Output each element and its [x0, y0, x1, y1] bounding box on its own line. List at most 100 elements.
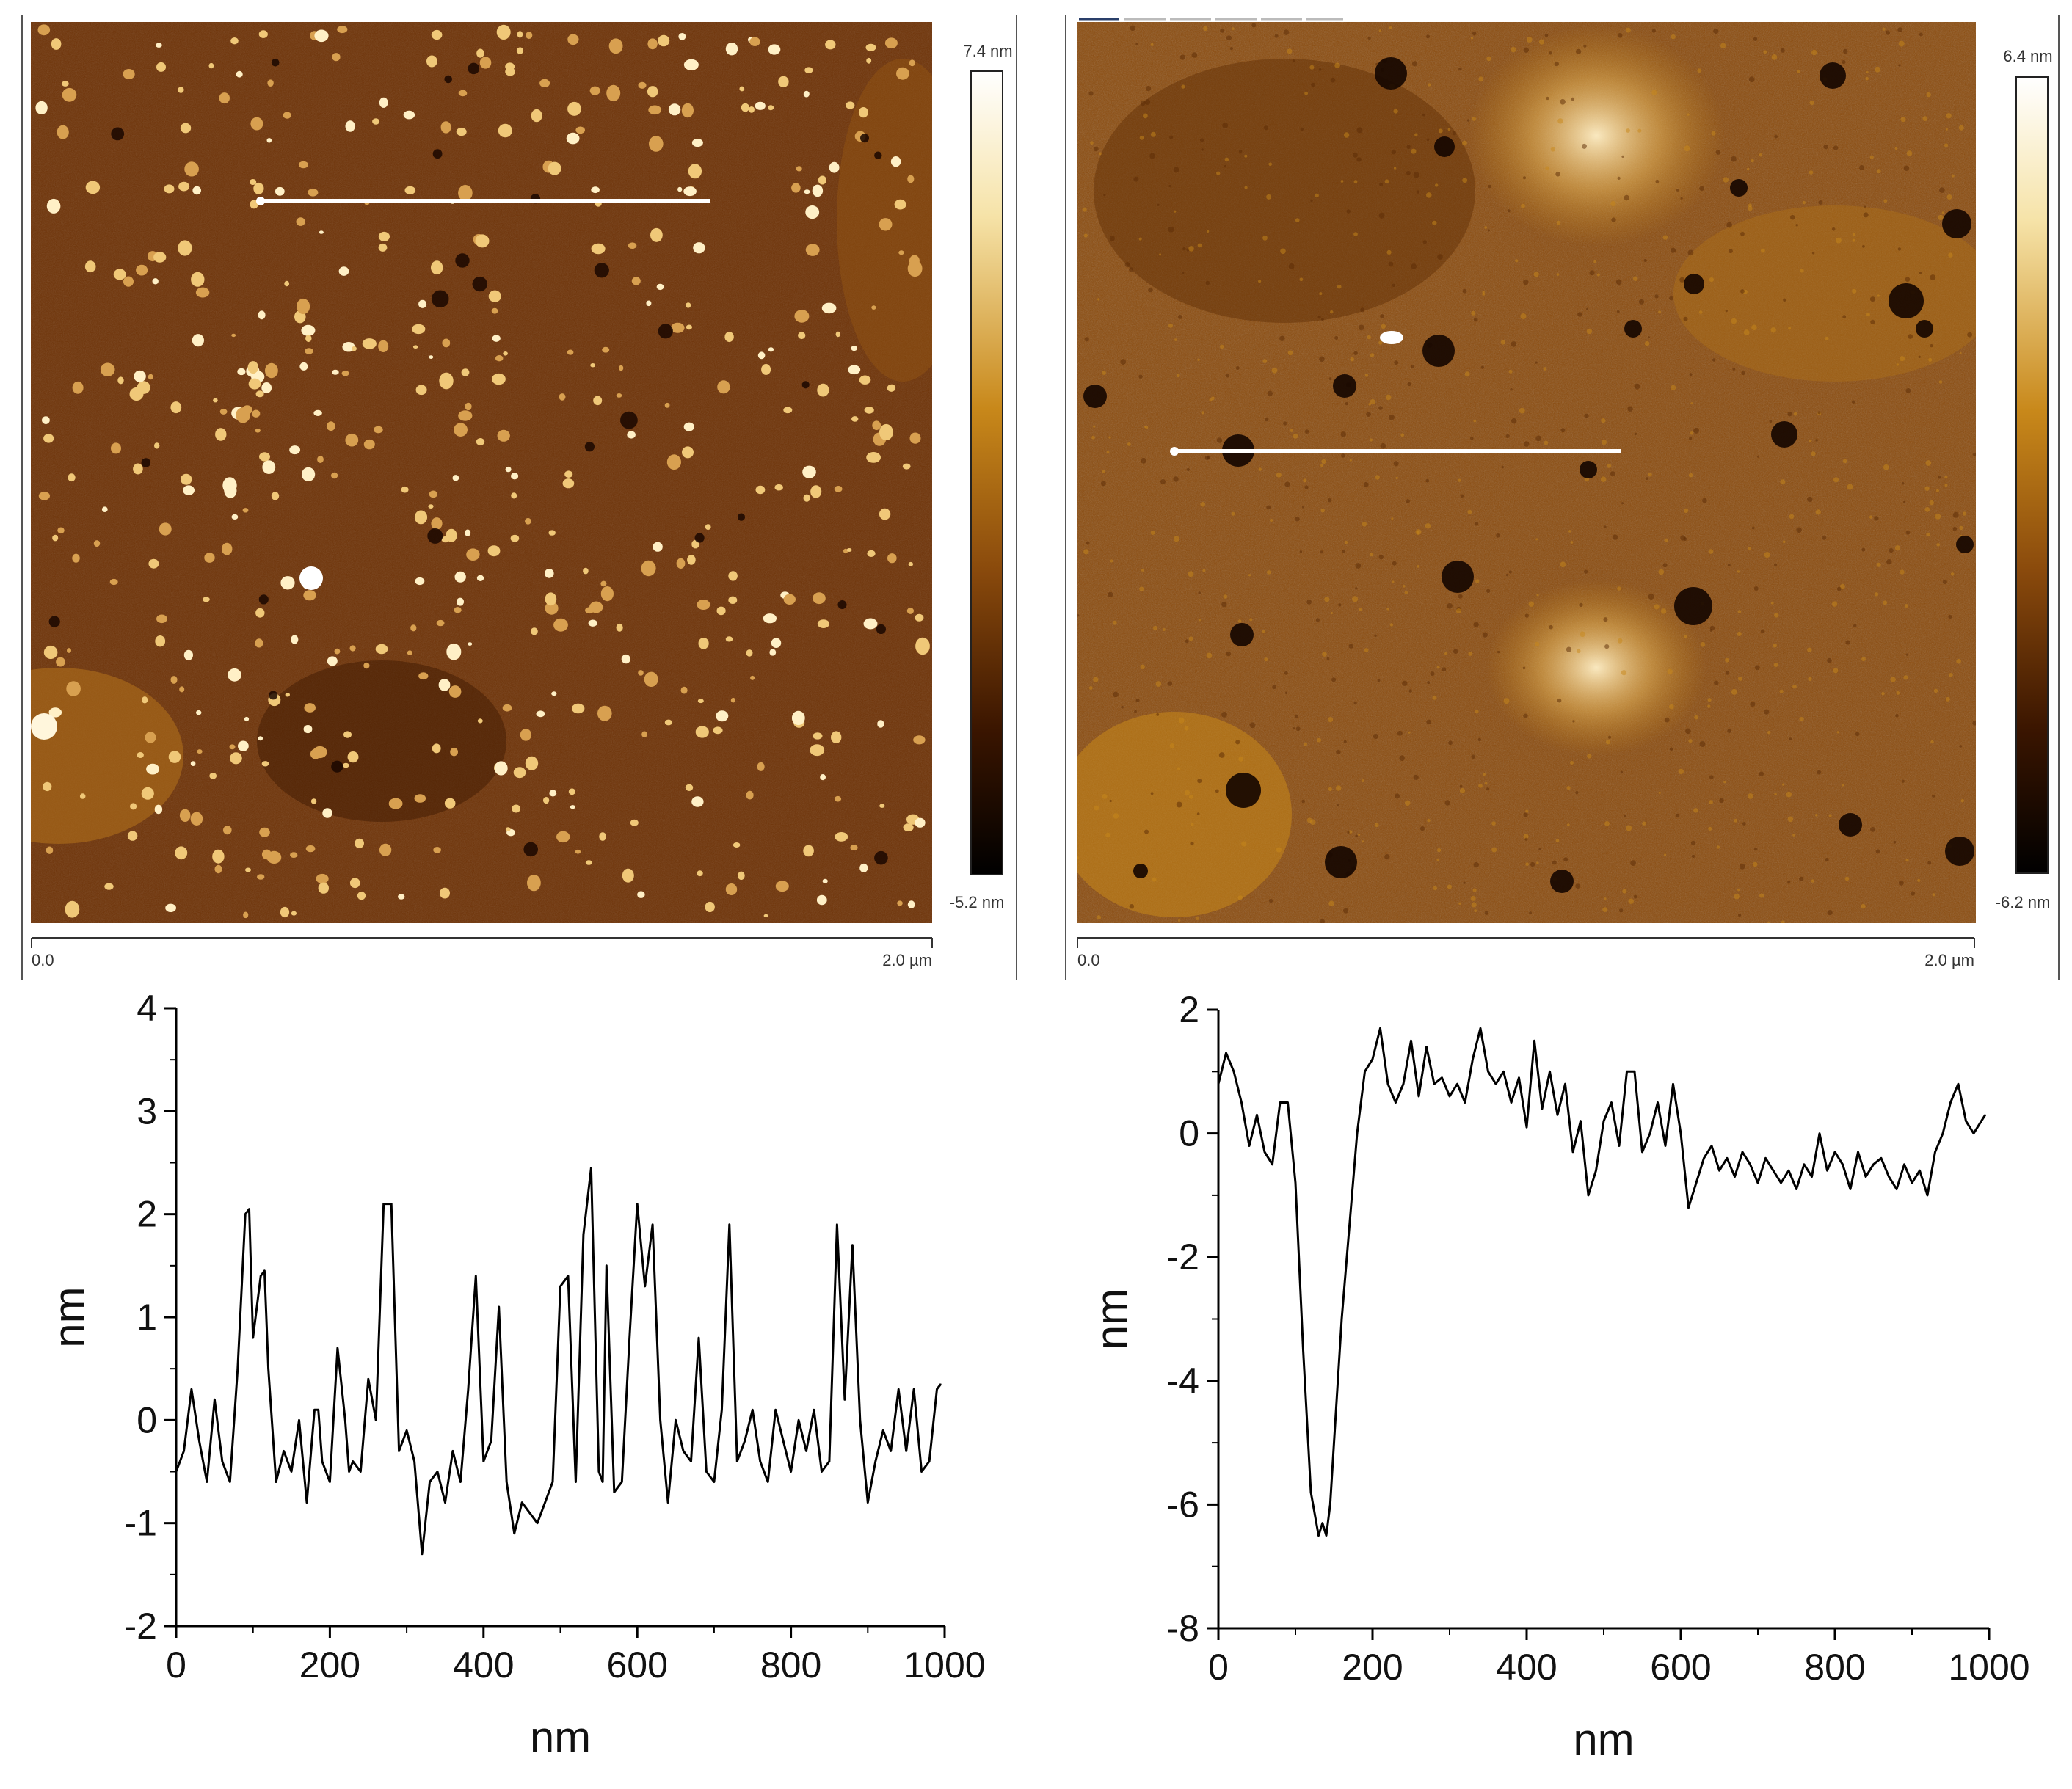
afm-grain [215, 428, 227, 441]
afm-texture-dot [1544, 34, 1549, 37]
afm-texture-dot [1200, 502, 1205, 507]
profile-data-point [452, 1450, 454, 1452]
afm-grain [349, 645, 356, 652]
afm-grain [551, 691, 557, 696]
afm-texture-dot [1526, 37, 1533, 43]
afm-texture-dot [1178, 919, 1181, 922]
afm-texture-dot [1725, 657, 1729, 663]
afm-texture-dot [1938, 214, 1944, 221]
afm-texture-dot [1738, 914, 1742, 917]
afm-texture-dot [1956, 658, 1961, 664]
afm-texture-dot [1759, 893, 1764, 898]
afm-texture-dot [1391, 149, 1397, 155]
afm-grain [583, 567, 589, 575]
afm-texture-dot [1458, 67, 1462, 71]
afm-texture-dot [1929, 500, 1934, 506]
afm-texture-dot [1751, 526, 1755, 530]
afm-grain [229, 744, 236, 750]
afm-texture-dot [1624, 815, 1626, 817]
afm-grain [72, 553, 80, 563]
profile-data-point [690, 1460, 692, 1462]
afm-texture-dot [1462, 178, 1468, 183]
afm-grain [516, 47, 524, 54]
afm-texture-dot [1962, 511, 1967, 516]
afm-grain [831, 731, 842, 743]
afm-texture-dot [1241, 841, 1247, 847]
afm-grain [791, 710, 805, 726]
profile-data-point [544, 1501, 546, 1504]
afm-texture-dot [1905, 653, 1908, 656]
afm-texture-dot [1604, 525, 1607, 528]
afm-texture-dot [1218, 752, 1225, 758]
afm-texture-dot [1197, 779, 1202, 784]
afm-texture-dot [1935, 489, 1939, 492]
afm-texture-dot [1523, 279, 1529, 285]
afm-pit [331, 760, 343, 773]
afm-texture-dot [1462, 140, 1467, 146]
afm-texture-dot [1220, 28, 1225, 33]
afm-grain [591, 186, 600, 194]
afm-texture-dot [1817, 770, 1822, 775]
afm-texture-dot [1203, 26, 1208, 32]
afm-grain [492, 373, 506, 385]
afm-texture-dot [1720, 43, 1726, 48]
afm-grain [456, 597, 465, 606]
afm-texture-dot [1584, 413, 1589, 419]
profile-data-point [1225, 1052, 1227, 1054]
afm-texture-dot [1177, 767, 1181, 770]
afm-grain [466, 548, 480, 561]
afm-grain [749, 106, 755, 113]
afm-texture-dot [1759, 153, 1762, 157]
afm-texture-dot [1825, 858, 1829, 861]
afm-texture-dot [1466, 119, 1470, 122]
afm-texture-dot [1700, 642, 1706, 647]
afm-shade-right [1077, 712, 1292, 917]
afm-grain [810, 744, 825, 757]
afm-texture-dot [1865, 76, 1869, 81]
afm-texture-dot [1675, 813, 1680, 818]
afm-texture-dot [1412, 61, 1418, 67]
afm-texture-dot [1244, 186, 1248, 189]
afm-texture-dot [1386, 249, 1392, 255]
afm-texture-dot [1167, 681, 1173, 686]
profile-data-point [1372, 1058, 1373, 1060]
afm-grain [104, 883, 114, 890]
afm-texture-dot [1188, 636, 1193, 641]
afm-texture-dot [1708, 826, 1712, 831]
afm-grain [647, 38, 658, 50]
afm-grain [590, 363, 596, 368]
afm-texture-dot [1200, 138, 1204, 142]
profile-line-right-start [1170, 447, 1179, 456]
afm-texture-dot [1669, 704, 1674, 710]
afm-texture-dot [1861, 547, 1866, 552]
afm-texture-dot [1742, 822, 1746, 826]
afm-texture-dot [1188, 571, 1194, 577]
afm-texture-dot [1315, 618, 1320, 622]
afm-grain [821, 302, 837, 314]
afm-texture-dot [1510, 388, 1513, 391]
afm-texture-dot [1348, 644, 1353, 649]
afm-grain [195, 287, 210, 298]
afm-grain [677, 186, 683, 192]
afm-grain [418, 299, 427, 308]
afm-grain [62, 87, 77, 102]
afm-grain [196, 710, 202, 715]
afm-grain [280, 576, 295, 590]
afm-grain [66, 681, 81, 696]
afm-texture-dot [1898, 40, 1905, 47]
afm-grain [327, 421, 335, 431]
afm-texture-dot [1905, 277, 1911, 283]
profile-data-point [313, 1409, 316, 1411]
afm-texture-dot [1138, 374, 1143, 379]
x-axis-label: nm [530, 1713, 591, 1762]
afm-texture-dot [1124, 262, 1130, 268]
afm-texture-dot [1926, 532, 1930, 537]
afm-grain [42, 416, 50, 424]
afm-texture-dot [1789, 737, 1792, 740]
afm-grain [412, 345, 418, 349]
afm-grain [267, 79, 274, 87]
profile-data-point [1919, 1170, 1921, 1171]
afm-grain [407, 650, 412, 655]
afm-texture-dot [1328, 717, 1334, 723]
afm-grain [156, 614, 167, 624]
